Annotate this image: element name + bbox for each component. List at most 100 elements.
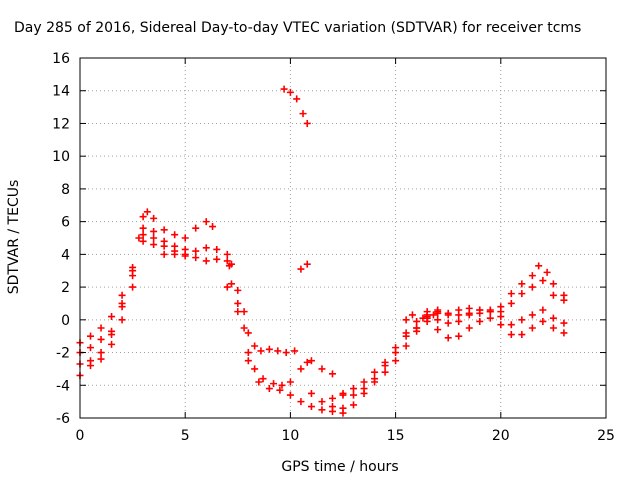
data-point: [299, 110, 307, 118]
data-point: [303, 260, 311, 268]
data-point: [297, 365, 305, 373]
data-point: [429, 311, 437, 319]
data-point: [476, 306, 484, 314]
data-point: [560, 291, 568, 299]
data-point: [402, 342, 410, 350]
data-point: [307, 357, 315, 365]
data-point: [118, 291, 126, 299]
data-point: [209, 223, 217, 231]
data-point: [192, 254, 200, 262]
x-tick-label: 25: [597, 428, 615, 444]
data-point: [150, 234, 158, 242]
data-point: [139, 224, 147, 232]
data-point: [318, 365, 326, 373]
data-point: [328, 370, 336, 378]
data-point: [240, 308, 248, 316]
data-point: [225, 262, 233, 270]
data-point: [286, 391, 294, 399]
data-point: [413, 324, 421, 332]
data-point: [465, 324, 473, 332]
data-point: [293, 95, 301, 103]
data-point: [303, 119, 311, 127]
data-point: [286, 88, 294, 96]
x-tick-label: 10: [281, 428, 299, 444]
data-series-layer: [76, 85, 568, 417]
data-point: [139, 237, 147, 245]
series-arc-9: [297, 260, 311, 273]
data-point: [160, 242, 168, 250]
data-point: [278, 381, 286, 389]
data-point: [423, 308, 431, 316]
data-point: [350, 401, 358, 409]
data-point: [360, 378, 368, 386]
data-point: [381, 368, 389, 376]
data-point: [259, 375, 267, 383]
data-point: [108, 340, 116, 348]
data-point: [318, 406, 326, 414]
data-point: [444, 311, 452, 319]
data-point: [392, 349, 400, 357]
data-point: [549, 291, 557, 299]
data-point: [129, 272, 137, 280]
series-arc-8: [280, 85, 311, 127]
data-point: [270, 380, 278, 388]
data-point: [97, 349, 105, 357]
data-point: [497, 321, 505, 329]
data-point: [307, 403, 315, 411]
x-tick-label: 0: [76, 428, 85, 444]
series-arc-15: [423, 262, 568, 319]
data-point: [150, 241, 158, 249]
data-point: [129, 283, 137, 291]
data-point: [108, 313, 116, 321]
data-point: [434, 316, 442, 324]
y-tick-label: 12: [52, 116, 70, 132]
y-tick-label: 14: [52, 84, 70, 100]
data-point: [381, 362, 389, 370]
data-point: [528, 272, 536, 280]
y-tick-label: -2: [56, 346, 70, 362]
x-tick-label: 20: [492, 428, 510, 444]
chart-title: Day 285 of 2016, Sidereal Day-to-day VTE…: [14, 20, 581, 36]
data-point: [518, 280, 526, 288]
data-point: [455, 332, 463, 340]
data-point: [223, 250, 231, 258]
data-point: [528, 283, 536, 291]
data-point: [518, 290, 526, 298]
data-point: [413, 317, 421, 325]
data-point: [549, 314, 557, 322]
data-point: [171, 250, 179, 258]
data-point: [150, 214, 158, 222]
data-point: [455, 306, 463, 314]
data-point: [181, 252, 189, 260]
data-point: [444, 334, 452, 342]
series-arc-6: [223, 283, 311, 389]
data-point: [234, 299, 242, 307]
data-point: [213, 245, 221, 253]
data-point: [160, 250, 168, 258]
y-tick-label: 16: [52, 51, 70, 67]
data-point: [223, 283, 231, 291]
data-point: [192, 224, 200, 232]
axes: 0 5 10 15 20 25 -6 -4 -2 0 2 4 6 8 10 12 14 16: [52, 51, 615, 444]
data-point: [339, 391, 347, 399]
data-point: [486, 308, 494, 316]
data-point: [108, 331, 116, 339]
data-point: [202, 218, 210, 226]
data-point: [307, 389, 315, 397]
data-point: [419, 314, 427, 322]
data-point: [507, 290, 515, 298]
data-point: [539, 277, 547, 285]
data-point: [87, 332, 95, 340]
data-point: [560, 329, 568, 337]
data-point: [339, 404, 347, 412]
data-point: [234, 308, 242, 316]
data-point: [507, 299, 515, 307]
data-point: [328, 403, 336, 411]
data-point: [139, 213, 147, 221]
data-point: [135, 234, 143, 242]
data-point: [465, 304, 473, 312]
x-axis-label: GPS time / hours: [281, 459, 398, 475]
data-point: [286, 378, 294, 386]
data-point: [202, 244, 210, 252]
